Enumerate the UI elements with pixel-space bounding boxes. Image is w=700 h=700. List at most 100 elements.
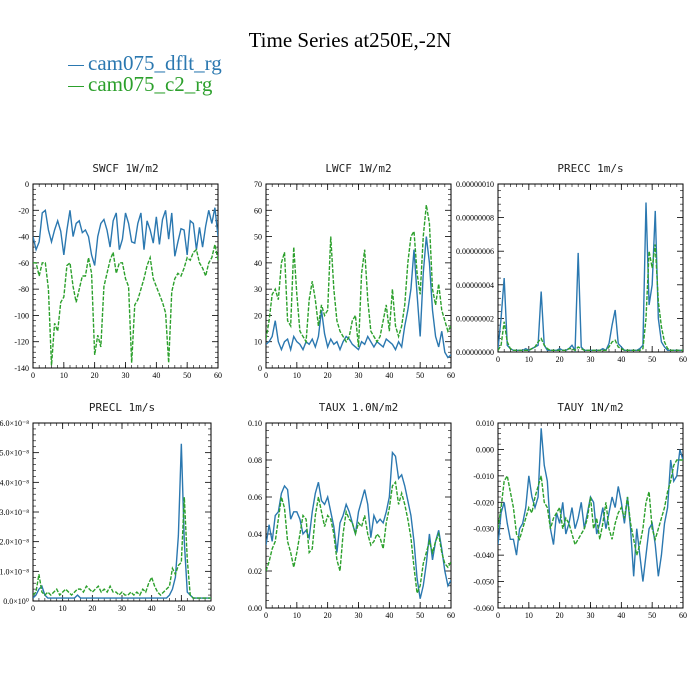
y-tick-label: 0.010 <box>476 419 494 428</box>
x-tick-label: 30 <box>355 611 363 620</box>
y-tick-label: 0.06 <box>248 493 262 502</box>
y-tick-label: 1.0×10⁻⁸ <box>0 567 29 576</box>
x-tick-label: 50 <box>183 371 191 380</box>
x-tick-label: 20 <box>556 355 564 364</box>
x-tick-label: 30 <box>355 371 363 380</box>
y-tick-label: -120 <box>14 338 29 347</box>
x-tick-label: 10 <box>60 371 68 380</box>
y-tick-label: -140 <box>14 364 29 373</box>
y-tick-label: 0.08 <box>248 456 262 465</box>
x-tick-label: 0 <box>31 371 35 380</box>
x-tick-label: 10 <box>525 611 533 620</box>
chart-title: PRECC 1m/s <box>557 162 623 175</box>
series-line-dflt <box>266 236 451 359</box>
x-tick-label: 60 <box>679 355 687 364</box>
chart-panel-3: PRECC 1m/s 0 10 20 30 40 50 60 0.00000000 0.00000… <box>456 162 687 364</box>
series-line-c2 <box>33 497 211 599</box>
x-tick-label: 30 <box>118 604 126 613</box>
series-line-c2 <box>266 204 451 348</box>
y-tick-label: 0.04 <box>248 530 262 539</box>
series-line-dflt <box>498 202 683 352</box>
y-tick-label: 0.00 <box>248 604 262 613</box>
y-tick-label: 0.00000000 <box>456 348 494 357</box>
x-tick-label: 40 <box>617 611 625 620</box>
x-tick-label: 10 <box>293 611 301 620</box>
y-tick-label: 20 <box>254 311 262 320</box>
y-tick-label: 4.0×10⁻⁸ <box>0 478 29 487</box>
y-tick-label: 0 <box>258 364 262 373</box>
x-tick-label: 40 <box>152 371 160 380</box>
y-tick-label: 2.0×10⁻⁸ <box>0 538 29 547</box>
x-tick-label: 50 <box>648 355 656 364</box>
chart-title: TAUX 1.0N/m2 <box>319 401 398 414</box>
x-tick-label: 60 <box>207 604 215 613</box>
y-tick-label: -0.060 <box>473 604 494 613</box>
plot-frame <box>497 422 684 609</box>
x-tick-label: 20 <box>91 371 99 380</box>
x-tick-label: 0 <box>496 611 500 620</box>
chart-title: PRECL 1m/s <box>89 401 155 414</box>
legend-label-c2: cam075_c2_rg <box>88 72 213 96</box>
y-tick-label: -40 <box>18 233 29 242</box>
chart-panel-6: TAUY 1N/m2 0 10 20 30 40 50 60 0.010 0.000 -0.010 -… <box>473 401 687 620</box>
x-tick-label: 0 <box>496 355 500 364</box>
x-tick-label: 50 <box>416 611 424 620</box>
y-tick-label: 0.02 <box>248 567 262 576</box>
chart-panel-4: PRECL 1m/s 0 10 20 30 40 50 60 0.0×10⁰ 1.0×10⁻⁸ 2.… <box>0 401 215 613</box>
x-tick-label: 20 <box>324 371 332 380</box>
chart-panel-2: LWCF 1W/m2 0 10 20 30 40 50 60 0 10 20 30 40 50 60 70 <box>254 162 455 380</box>
chart-panel-5: TAUX 1.0N/m2 0 10 20 30 40 50 60 0.00 0.02 0.04 0.0… <box>248 401 455 620</box>
series-line-dflt <box>498 428 683 582</box>
x-tick-label: 0 <box>264 371 268 380</box>
plot-frame <box>32 183 219 369</box>
y-tick-label: 0.00000008 <box>456 214 494 223</box>
y-tick-label: 50 <box>254 233 262 242</box>
x-tick-label: 0 <box>31 604 35 613</box>
y-tick-label: 0.0×10⁰ <box>3 597 29 606</box>
chart-title: LWCF 1W/m2 <box>325 162 391 175</box>
x-tick-label: 60 <box>447 371 455 380</box>
series-line-dflt <box>266 450 451 599</box>
x-tick-label: 50 <box>648 611 656 620</box>
y-tick-label: 0.00000010 <box>456 180 494 189</box>
x-tick-label: 60 <box>447 611 455 620</box>
x-tick-label: 10 <box>59 604 67 613</box>
x-tick-label: 60 <box>679 611 687 620</box>
y-tick-label: 30 <box>254 285 262 294</box>
x-tick-label: 20 <box>324 611 332 620</box>
y-tick-label: -80 <box>18 285 29 294</box>
page-title: Time Series at250E,-2N <box>248 28 452 52</box>
y-tick-label: 10 <box>254 338 262 347</box>
x-tick-label: 30 <box>122 371 130 380</box>
x-tick-label: 40 <box>385 371 393 380</box>
y-tick-label: -20 <box>18 206 29 215</box>
x-tick-label: 10 <box>525 355 533 364</box>
x-tick-label: 40 <box>617 355 625 364</box>
legend-label-dflt: cam075_dflt_rg <box>88 51 222 75</box>
y-tick-label: -0.040 <box>473 551 494 560</box>
legend-swatch-dflt <box>68 64 84 66</box>
y-tick-label: 0.000 <box>476 445 494 454</box>
x-tick-label: 40 <box>385 611 393 620</box>
series-line-c2 <box>266 480 451 596</box>
y-tick-label: 0.00000002 <box>456 314 494 323</box>
plot-frame <box>497 183 684 353</box>
legend-item-dflt: cam075_dflt_rg <box>68 52 222 74</box>
y-tick-label: 6.0×10⁻⁸ <box>0 419 29 428</box>
x-tick-label: 30 <box>587 611 595 620</box>
y-tick-label: 5.0×10⁻⁸ <box>0 449 29 458</box>
y-tick-label: -0.010 <box>473 472 494 481</box>
legend-swatch-c2 <box>68 85 84 87</box>
chart-panel-1: SWCF 1W/m2 0 10 20 30 40 50 60 0 -20 -40 -60 -80 -100… <box>14 162 222 380</box>
series-line-c2 <box>498 459 683 556</box>
series-line-c2 <box>498 244 683 352</box>
series-line-dflt <box>33 443 211 599</box>
y-tick-label: 0 <box>25 180 29 189</box>
y-tick-label: 60 <box>254 206 262 215</box>
series-line-dflt <box>33 207 218 266</box>
y-tick-label: 0.00000006 <box>456 247 494 256</box>
x-tick-label: 0 <box>264 611 268 620</box>
x-tick-label: 50 <box>416 371 424 380</box>
y-tick-label: 0.00000004 <box>456 281 494 290</box>
